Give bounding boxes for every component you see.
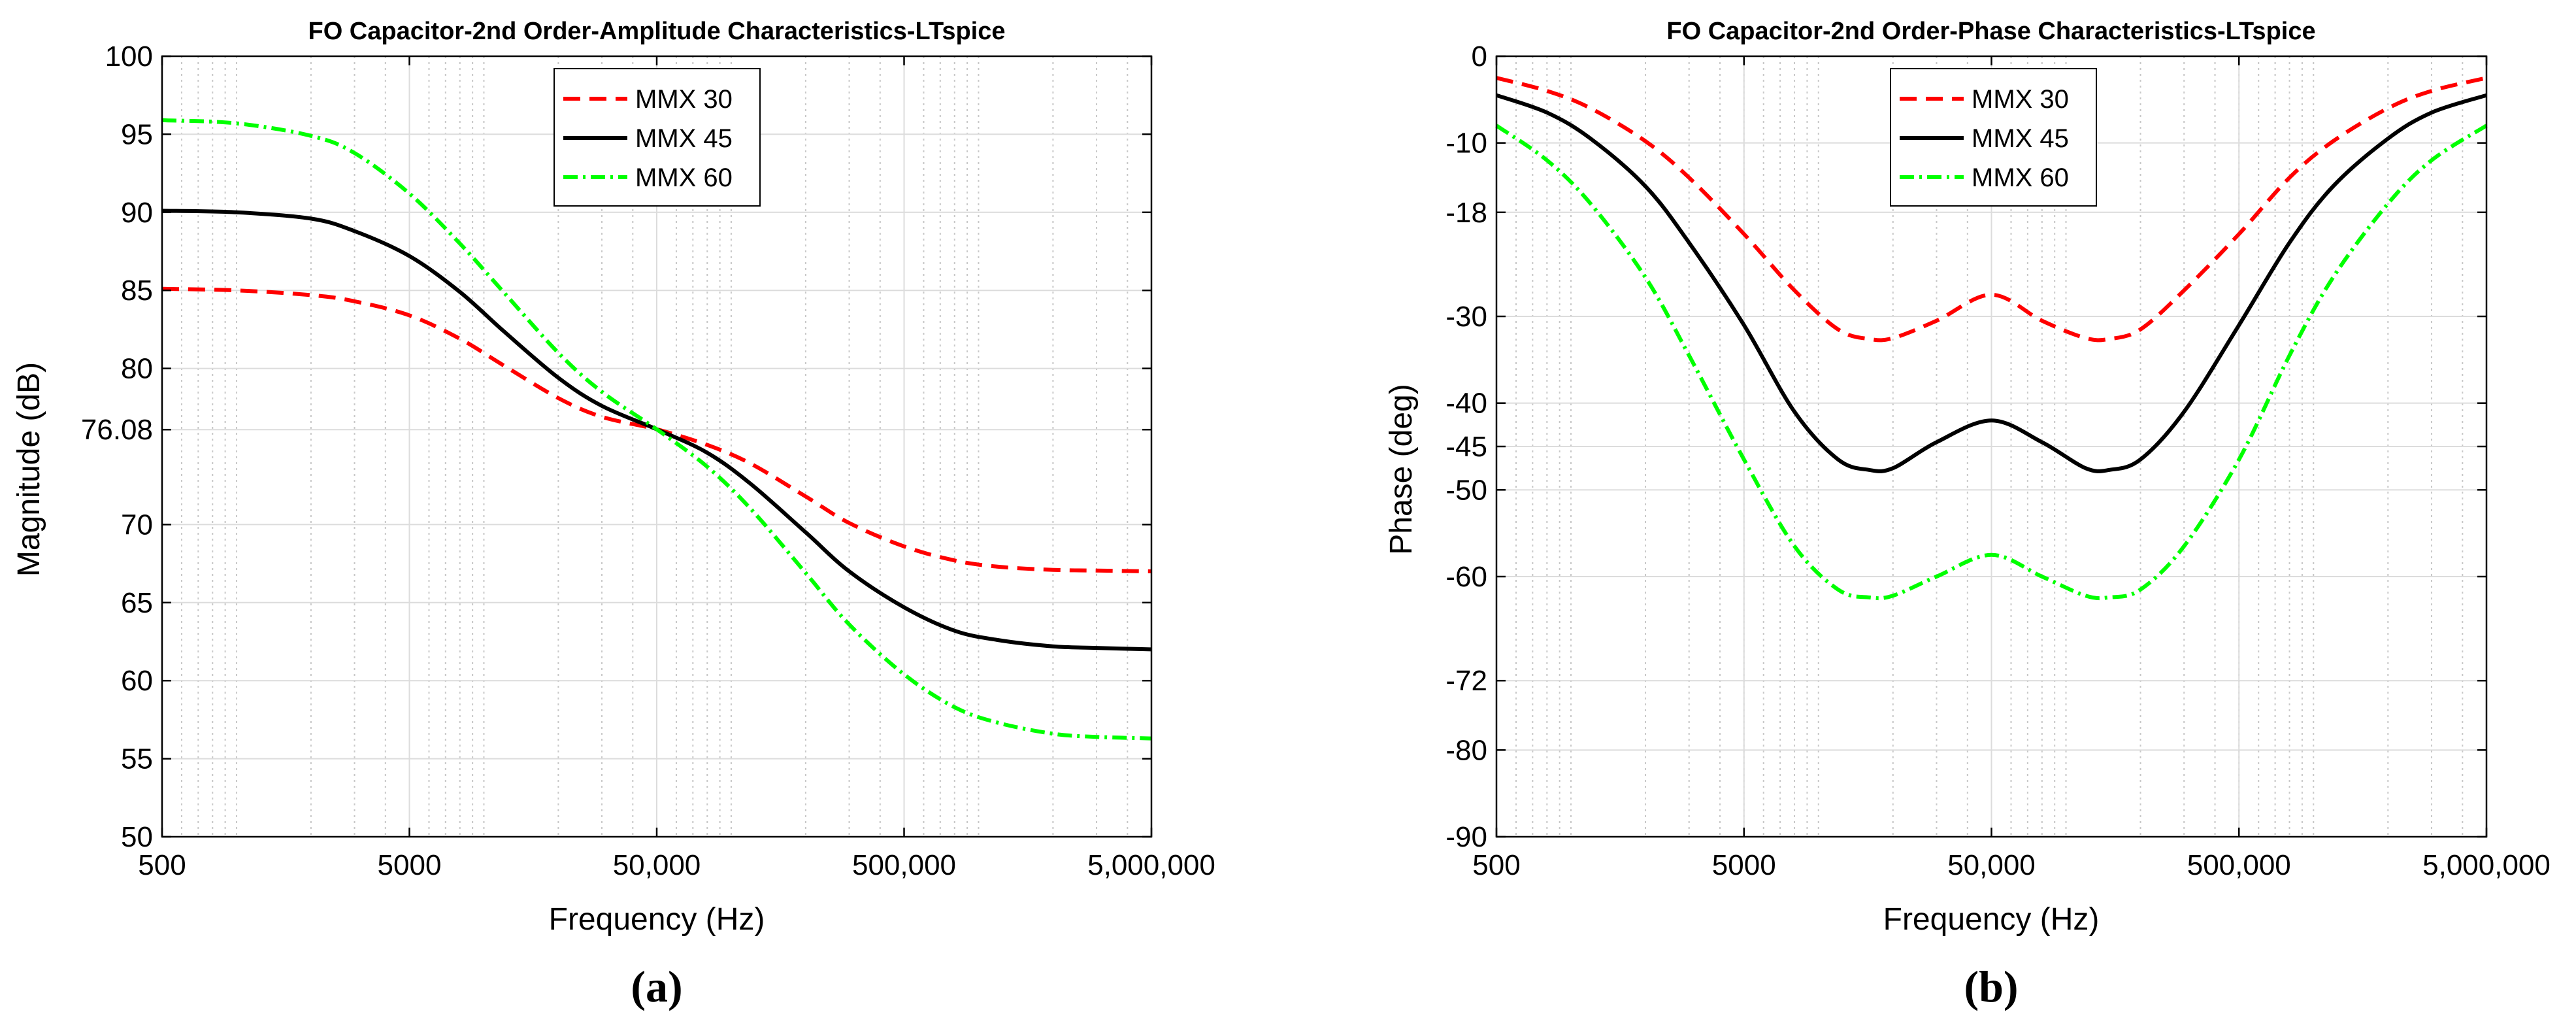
y-tick-label: 60 xyxy=(121,665,153,697)
y-tick-label: -80 xyxy=(1445,734,1487,766)
legend-label-mmx60: MMX 60 xyxy=(1972,163,2069,192)
tick-labels: 500 5000 50,000 500,000 5,000,000 50 55 60 65 70 7… xyxy=(81,41,1215,881)
chart-title: FO Capacitor-2nd Order-Amplitude Charact… xyxy=(308,18,1005,45)
tick-marks xyxy=(161,55,1153,838)
y-tick-label: 65 xyxy=(121,587,153,619)
legend-label-mmx45: MMX 45 xyxy=(635,124,733,153)
y-tick-label: 80 xyxy=(121,353,153,385)
series-line-mmx45 xyxy=(161,209,1152,652)
x-tick-label: 5,000,000 xyxy=(2422,849,2551,881)
y-tick-label: -10 xyxy=(1445,127,1487,160)
y-tick-label: -60 xyxy=(1445,561,1487,593)
y-tick-label: -18 xyxy=(1445,197,1487,229)
x-tick-label: 5,000,000 xyxy=(1087,849,1215,881)
legend: MMX 30 MMX 45 MMX 60 xyxy=(1890,68,2097,207)
x-tick-label: 5000 xyxy=(1712,849,1776,881)
series-line-mmx30 xyxy=(161,286,1152,573)
series-layer xyxy=(1495,76,2488,601)
tick-labels: 500 5000 50,000 500,000 5,000,000 -90 -80 -72 -6… xyxy=(1445,41,2550,881)
y-tick-label: -40 xyxy=(1445,388,1487,420)
y-tick-label: 55 xyxy=(121,743,153,775)
series-line-mmx60 xyxy=(1495,124,2488,601)
y-tick-label: 70 xyxy=(121,509,153,541)
legend-label-mmx45: MMX 45 xyxy=(1972,124,2069,153)
y-tick-label: -72 xyxy=(1445,665,1487,697)
y-tick-label: 50 xyxy=(121,821,153,853)
legend-label-mmx30: MMX 30 xyxy=(1972,85,2069,114)
y-tick-label: 85 xyxy=(121,275,153,307)
x-tick-label: 50,000 xyxy=(1947,849,2036,881)
x-tick-label: 500,000 xyxy=(852,849,956,881)
amplitude-chart-panel: FO Capacitor-2nd Order-Amplitude Charact… xyxy=(12,18,1215,1011)
legend: MMX 30 MMX 45 MMX 60 xyxy=(553,68,761,207)
x-axis-label: Frequency (Hz) xyxy=(1883,902,2100,937)
series-line-mmx30 xyxy=(1496,76,2487,343)
y-tick-label: -50 xyxy=(1445,474,1487,506)
y-tick-label: -90 xyxy=(1445,821,1487,853)
y-tick-label: 0 xyxy=(1472,41,1487,73)
x-tick-label: 500,000 xyxy=(2187,849,2291,881)
legend-box xyxy=(553,68,761,207)
x-tick-label: 500 xyxy=(1472,849,1520,881)
phase-chart-panel: FO Capacitor-2nd Order-Phase Characteris… xyxy=(1384,18,2551,1011)
y-tick-label: 100 xyxy=(105,41,153,73)
y-axis-label: Phase (deg) xyxy=(1384,384,1419,555)
x-tick-label: 5000 xyxy=(378,849,442,881)
legend-label-mmx60: MMX 60 xyxy=(635,163,733,192)
chart-title: FO Capacitor-2nd Order-Phase Characteris… xyxy=(1666,18,2315,45)
legend-label-mmx30: MMX 30 xyxy=(635,85,733,114)
y-tick-label: -45 xyxy=(1445,431,1487,463)
series-layer xyxy=(161,118,1152,741)
x-axis-label: Frequency (Hz) xyxy=(549,902,765,937)
y-tick-label: -30 xyxy=(1445,301,1487,333)
panel-caption: (a) xyxy=(631,962,682,1011)
x-tick-label: 50,000 xyxy=(613,849,701,881)
x-tick-label: 500 xyxy=(138,849,186,881)
y-tick-label: 95 xyxy=(121,118,153,150)
series-line-mmx45 xyxy=(1496,93,2487,473)
y-tick-label: 90 xyxy=(121,197,153,229)
panel-caption: (b) xyxy=(1964,962,2018,1011)
series-line-mmx60 xyxy=(161,118,1152,741)
y-tick-label: 76.08 xyxy=(81,414,153,446)
tick-marks xyxy=(1495,55,2488,838)
y-axis-label: Magnitude (dB) xyxy=(12,362,46,577)
